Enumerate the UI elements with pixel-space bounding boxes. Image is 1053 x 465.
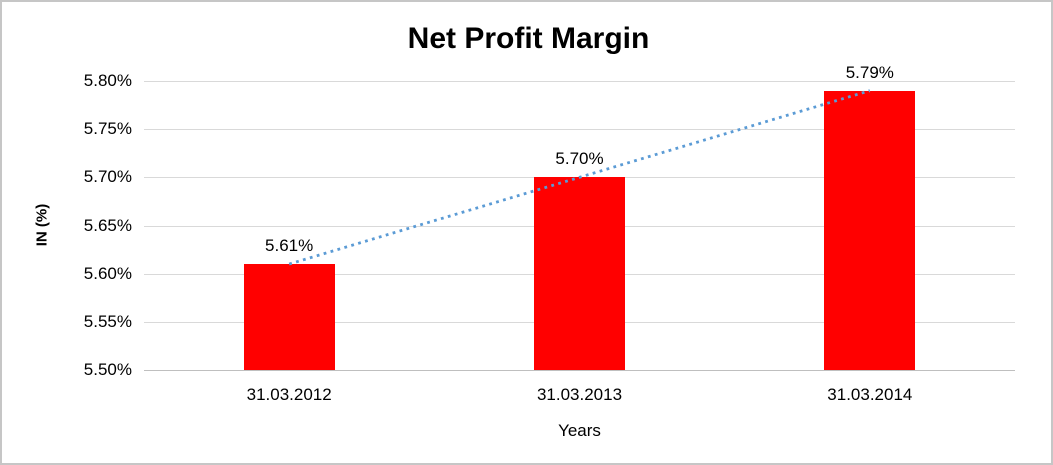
x-axis-line: [144, 370, 1015, 371]
trendline: [288, 89, 871, 266]
y-axis-tick-labels: 5.50% 5.55% 5.60% 5.65% 5.70% 5.75% 5.80%: [30, 2, 132, 463]
x-axis-category-labels: 31.03.2012 31.03.2013 31.03.2014: [144, 384, 1015, 408]
y-tick-label: 5.55%: [83, 311, 132, 331]
y-tick-label: 5.80%: [83, 71, 132, 90]
y-tick-label: 5.50%: [83, 360, 132, 379]
bar: [824, 90, 916, 370]
y-tick-label: 5.70%: [83, 167, 132, 187]
y-tick-label: 5.75%: [83, 119, 132, 139]
y-tick-label: 5.60%: [83, 263, 132, 283]
category-label: 31.03.2013: [536, 385, 623, 404]
chart-title: Net Profit Margin: [407, 22, 650, 55]
gridline: [144, 129, 1015, 131]
bar: [243, 264, 335, 370]
bar-value-label: 5.70%: [555, 149, 604, 169]
y-tick-label: 5.65%: [83, 215, 132, 235]
gridline: [144, 81, 1015, 82]
trendline-svg: [288, 89, 871, 266]
plot-area: 5.61% 5.70% 5.79%: [144, 63, 1015, 371]
category-label: 31.03.2014: [827, 385, 913, 404]
bar-value-label: 5.79%: [845, 62, 894, 82]
category-label: 31.03.2012: [246, 385, 332, 404]
bar: [534, 177, 625, 370]
bar-value-label: 5.61%: [265, 236, 314, 256]
x-axis-title: Years: [558, 421, 601, 440]
